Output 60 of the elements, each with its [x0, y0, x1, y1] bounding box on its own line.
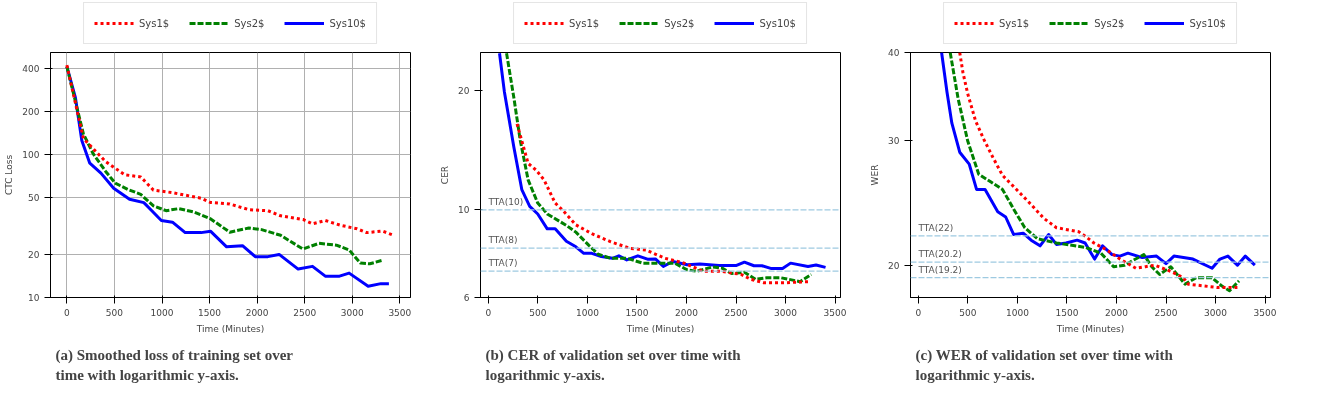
x-tick-label: 1000	[150, 307, 174, 318]
x-tick-label: 3500	[823, 307, 847, 318]
legend-label: Sys10$	[759, 17, 796, 29]
x-tick-label: 2500	[724, 307, 748, 318]
y-tick-label: 20	[28, 249, 40, 260]
x-tick-label: 2000	[1105, 307, 1129, 318]
ref-line-label: TTA(19.2)	[917, 264, 962, 275]
x-tick-label: 2500	[1154, 307, 1178, 318]
ref-line-label: TTA(20.2)	[917, 249, 962, 260]
legend-label: Sys1$	[999, 17, 1030, 29]
x-tick-label: 2000	[675, 307, 699, 318]
x-tick-label: 0	[915, 307, 922, 318]
y-tick-label: 100	[22, 149, 40, 160]
x-tick-label: 3500	[1253, 307, 1277, 318]
y-tick-label: 40	[888, 48, 900, 58]
ref-line-label: TTA(10)	[487, 196, 524, 207]
x-tick-label: 500	[529, 307, 547, 318]
x-tick-label: 3000	[340, 307, 364, 318]
y-tick-label: 20	[888, 260, 900, 271]
x-tick-label: 500	[959, 307, 977, 318]
legend-label: Sys1$	[139, 17, 170, 29]
y-tick-label: 10	[28, 293, 40, 303]
legend-label: Sys2$	[234, 17, 265, 29]
y-axis-title: CER	[440, 165, 451, 185]
y-tick-label: 6	[463, 293, 470, 303]
legend-label: Sys10$	[329, 17, 366, 29]
legend-label: Sys2$	[664, 17, 695, 29]
x-tick-label: 1500	[625, 307, 649, 318]
x-tick-label: 3000	[774, 307, 798, 318]
x-tick-label: 1500	[198, 307, 222, 318]
x-tick-label: 500	[105, 307, 124, 318]
y-axis-title: WER	[870, 164, 881, 186]
y-tick-label: 30	[888, 136, 900, 147]
x-tick-label: 3500	[388, 307, 412, 318]
x-tick-label: 0	[485, 307, 492, 318]
ref-line-label: TTA(7)	[487, 258, 518, 269]
x-tick-label: 0	[64, 307, 70, 318]
legend-label: Sys1$	[569, 17, 600, 29]
x-tick-label: 1000	[576, 307, 600, 318]
x-axis-title: Time (Minutes)	[195, 323, 265, 334]
text: (c) WER of validation set over time with logarithmic y-axis.	[915, 346, 1174, 383]
y-axis-title: CTC Loss	[4, 154, 15, 196]
y-tick-label: 400	[22, 63, 40, 74]
x-tick-label: 1500	[1055, 307, 1079, 318]
ref-line-label: TTA(22)	[917, 222, 954, 233]
y-tick-label: 200	[22, 106, 40, 117]
y-tick-label: 10	[458, 205, 470, 216]
y-tick-label: 20	[458, 86, 470, 97]
x-axis-title: Time (Minutes)	[1055, 323, 1125, 334]
x-tick-label: 2500	[293, 307, 317, 318]
y-tick-label: 50	[28, 192, 40, 203]
legend-label: Sys2$	[1094, 17, 1125, 29]
text: (b) CER of validation set over time with logarithmic y-axis.	[485, 346, 742, 383]
x-axis-title: Time (Minutes)	[625, 323, 695, 334]
x-tick-label: 3000	[1204, 307, 1228, 318]
legend-label: Sys10$	[1189, 17, 1226, 29]
x-tick-label: 1000	[1006, 307, 1030, 318]
text: (a) Smoothed loss of training set over time with logarithmic y-axis.	[55, 346, 294, 383]
ref-line-label: TTA(8)	[487, 235, 518, 246]
x-tick-label: 2000	[245, 307, 269, 318]
